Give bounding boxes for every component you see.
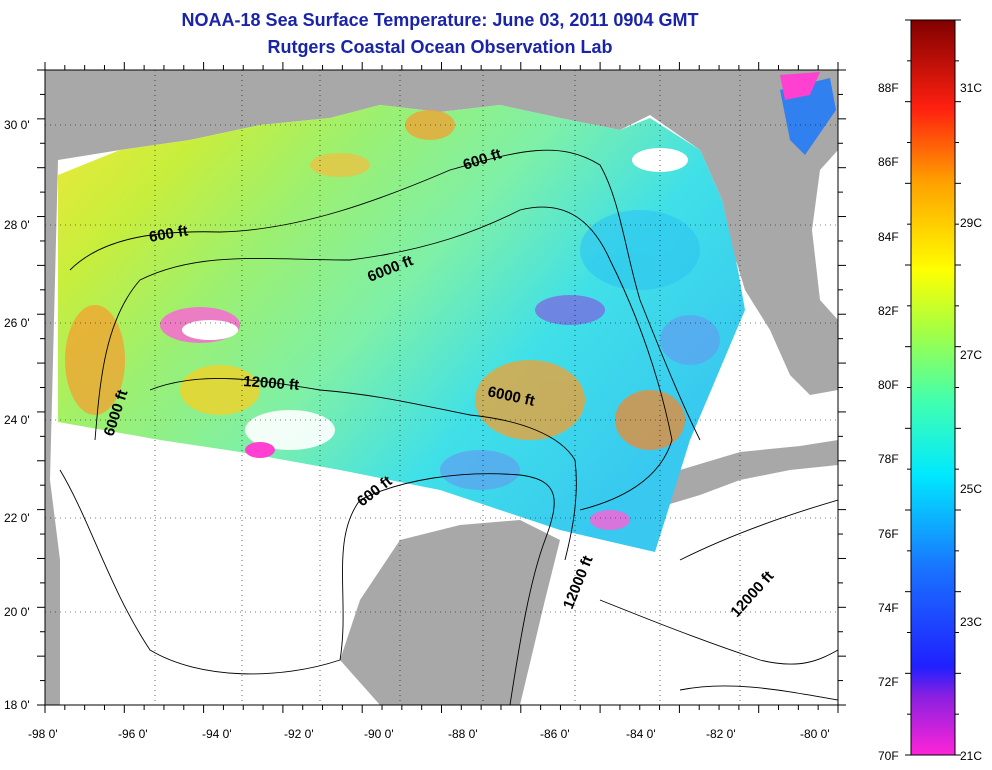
gridlines — [45, 70, 838, 705]
lat-label: 22 0' — [4, 511, 30, 525]
colorbar-gradient — [910, 19, 956, 756]
lat-label: 20 0' — [4, 605, 30, 619]
lat-label: 18 0' — [4, 698, 30, 712]
colorbar-c-label: 23C — [960, 615, 982, 629]
lon-label: -98 0' — [28, 727, 58, 741]
lon-label: -90 0' — [364, 727, 394, 741]
colorbar-c-label: 29C — [960, 216, 982, 230]
lon-label: -84 0' — [626, 727, 656, 741]
florida-atlantic — [812, 150, 838, 320]
map-subtitle: Rutgers Coastal Ocean Observation Lab — [267, 37, 613, 57]
lon-label: -82 0' — [706, 727, 736, 741]
colorbar-c-labels: 31C 29C 27C 25C 23C 21C — [960, 81, 982, 763]
colorbar-f-label: 70F — [878, 749, 899, 763]
colorbar-c-label: 31C — [960, 81, 982, 95]
lon-label: -86 0' — [540, 727, 570, 741]
lon-label: -94 0' — [202, 727, 232, 741]
contour-label: 600 ft — [148, 222, 190, 246]
latitude-labels: 30 0' 28 0' 26 0' 24 0' 22 0' 20 0' 18 0… — [4, 118, 30, 712]
colorbar-f-label: 74F — [878, 601, 899, 615]
lon-label: -96 0' — [118, 727, 148, 741]
contour-label: 12000 ft — [243, 373, 300, 394]
colorbar-f-label: 80F — [878, 378, 899, 392]
cool-patches — [440, 210, 720, 490]
longitude-labels: -98 0' -96 0' -94 0' -92 0' -90 0' -88 0… — [28, 727, 830, 741]
colorbar-f-label: 86F — [878, 155, 899, 169]
lat-label: 30 0' — [4, 118, 30, 132]
lon-label: -92 0' — [284, 727, 314, 741]
colorbar-f-label: 72F — [878, 675, 899, 689]
colorbar-f-label: 76F — [878, 527, 899, 541]
atlantic-cloud — [780, 72, 820, 100]
colorbar-c-label: 25C — [960, 482, 982, 496]
colorbar: 88F 86F 84F 82F 80F 78F 76F 74F 72F 70F … — [878, 19, 982, 763]
lat-label: 24 0' — [4, 413, 30, 427]
colorbar-c-label: 27C — [960, 348, 982, 362]
colorbar-f-label: 82F — [878, 304, 899, 318]
yucatan-land — [340, 520, 560, 705]
sst-swath — [58, 105, 745, 552]
colorbar-f-label: 84F — [878, 230, 899, 244]
lon-label: -80 0' — [800, 727, 830, 741]
axis-ticks — [37, 62, 846, 713]
colorbar-f-labels: 88F 86F 84F 82F 80F 78F 76F 74F 72F 70F — [878, 81, 899, 763]
colorbar-f-label: 88F — [878, 81, 899, 95]
colorbar-c-label: 21C — [960, 749, 982, 763]
bathymetry-contours — [59, 149, 838, 705]
lat-label: 26 0' — [4, 316, 30, 330]
lon-label: -88 0' — [448, 727, 478, 741]
colorbar-ticks — [905, 19, 961, 756]
colorbar-f-label: 78F — [878, 452, 899, 466]
map-title: NOAA-18 Sea Surface Temperature: June 03… — [181, 10, 699, 30]
lat-label: 28 0' — [4, 218, 30, 232]
florida-land — [720, 75, 838, 395]
